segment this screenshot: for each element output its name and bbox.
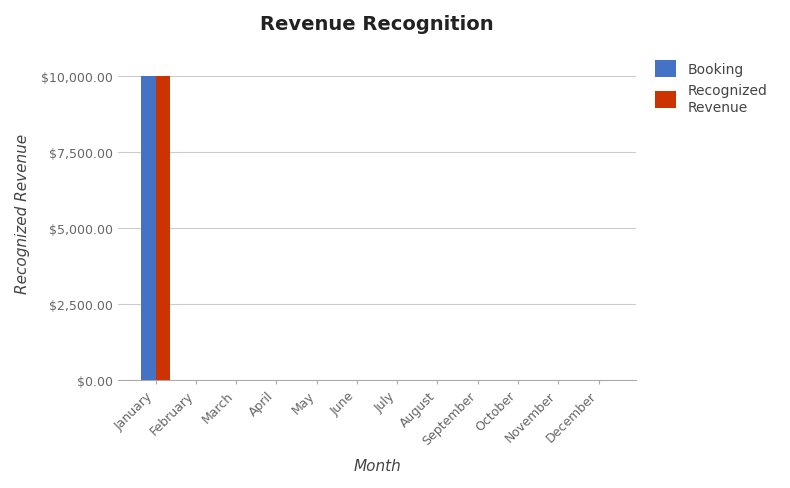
Bar bbox=[156, 77, 170, 380]
Legend: Booking, Recognized
Revenue: Booking, Recognized Revenue bbox=[649, 54, 774, 122]
Y-axis label: Recognized Revenue: Recognized Revenue bbox=[15, 133, 30, 293]
Title: Revenue Recognition: Revenue Recognition bbox=[260, 15, 494, 34]
X-axis label: Month: Month bbox=[353, 458, 401, 473]
Bar bbox=[141, 77, 156, 380]
